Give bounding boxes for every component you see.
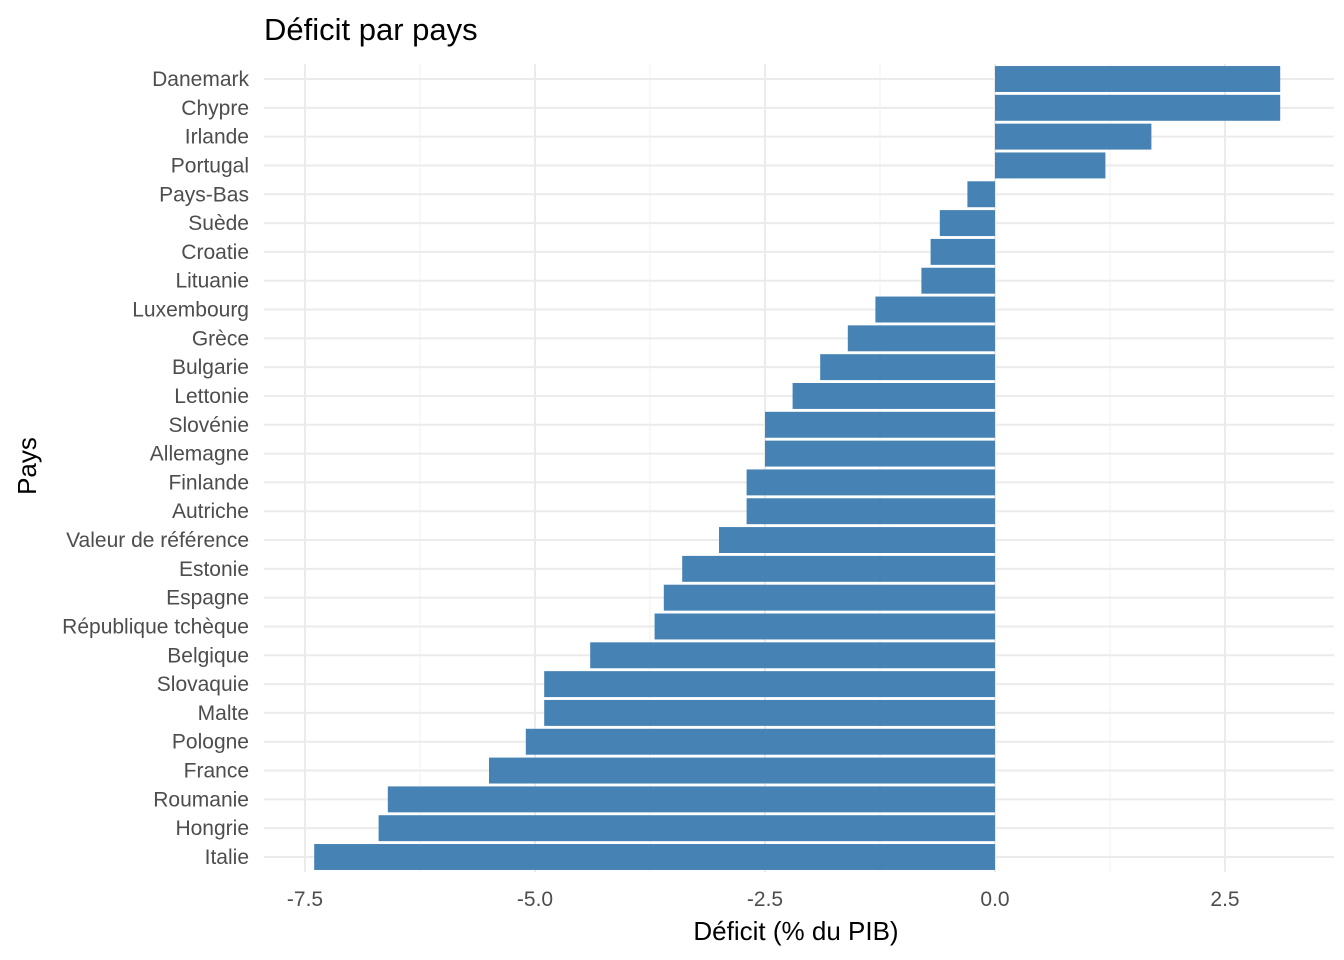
bar — [314, 844, 995, 870]
x-tick-label: 0.0 — [980, 888, 1009, 911]
bar — [544, 671, 995, 698]
y-category-label: Slovénie — [168, 414, 249, 437]
bar — [792, 382, 995, 409]
y-category-label: Lettonie — [174, 385, 249, 408]
x-tick-label: -5.0 — [517, 888, 553, 911]
y-category-label: Valeur de référence — [66, 529, 249, 552]
bar — [682, 555, 995, 582]
x-axis-tick-labels: -7.5 -5.0 -2.5 0.0 2.5 — [287, 888, 1240, 911]
bars — [314, 66, 1281, 870]
x-tick-label: -7.5 — [287, 888, 323, 911]
bar — [378, 815, 996, 842]
y-category-label: Italie — [205, 846, 249, 869]
y-category-label: Espagne — [166, 587, 249, 610]
y-category-label: Estonie — [179, 558, 249, 581]
bar — [544, 699, 995, 726]
bar — [875, 296, 995, 323]
bar — [995, 94, 1281, 121]
chart-title: Déficit par pays — [264, 12, 478, 47]
bar — [995, 66, 1281, 92]
y-category-label: Croatie — [181, 241, 249, 264]
bar — [489, 757, 995, 784]
y-category-label: Grèce — [192, 327, 249, 350]
bar — [525, 728, 995, 755]
bar — [847, 325, 995, 352]
bar — [387, 786, 995, 813]
y-category-label: Roumanie — [153, 788, 249, 811]
bar — [746, 469, 995, 496]
y-category-label: Lituanie — [175, 270, 249, 293]
y-axis-title: Pays — [12, 437, 42, 495]
bar — [967, 181, 995, 208]
bar — [590, 642, 995, 669]
y-category-label: Pays-Bas — [159, 183, 249, 206]
bar — [663, 584, 995, 611]
bar — [939, 210, 995, 237]
bar — [921, 267, 995, 294]
y-category-label: Allemagne — [150, 443, 249, 466]
y-category-label: Chypre — [181, 97, 249, 120]
bar — [654, 613, 995, 640]
x-tick-label: 2.5 — [1210, 888, 1239, 911]
bar — [930, 238, 995, 265]
y-category-label: Irlande — [185, 126, 249, 149]
bar — [719, 527, 995, 554]
x-axis-title: Déficit (% du PIB) — [693, 916, 898, 946]
y-category-label: Danemark — [152, 68, 249, 91]
y-axis-category-labels: Danemark Chypre Irlande Portugal Pays-Bas Suè… — [62, 68, 249, 869]
bar — [746, 498, 995, 525]
y-category-label: Malte — [198, 702, 249, 725]
bar — [765, 411, 995, 438]
y-category-label: Slovaquie — [157, 673, 249, 696]
y-category-label: Bulgarie — [172, 356, 249, 379]
bar — [820, 354, 995, 381]
y-category-label: Portugal — [171, 154, 249, 177]
y-category-label: Suède — [188, 212, 249, 235]
y-category-label: République tchèque — [62, 615, 249, 638]
y-category-label: Belgique — [167, 644, 249, 667]
bar — [995, 123, 1152, 150]
bar — [995, 152, 1106, 179]
y-category-label: Finlande — [168, 471, 249, 494]
y-category-label: Hongrie — [175, 817, 249, 840]
bar — [765, 440, 995, 467]
x-tick-label: -2.5 — [747, 888, 783, 911]
y-category-label: France — [184, 760, 249, 783]
y-category-label: Pologne — [172, 731, 249, 754]
y-category-label: Luxembourg — [132, 299, 249, 322]
y-category-label: Autriche — [172, 500, 249, 523]
